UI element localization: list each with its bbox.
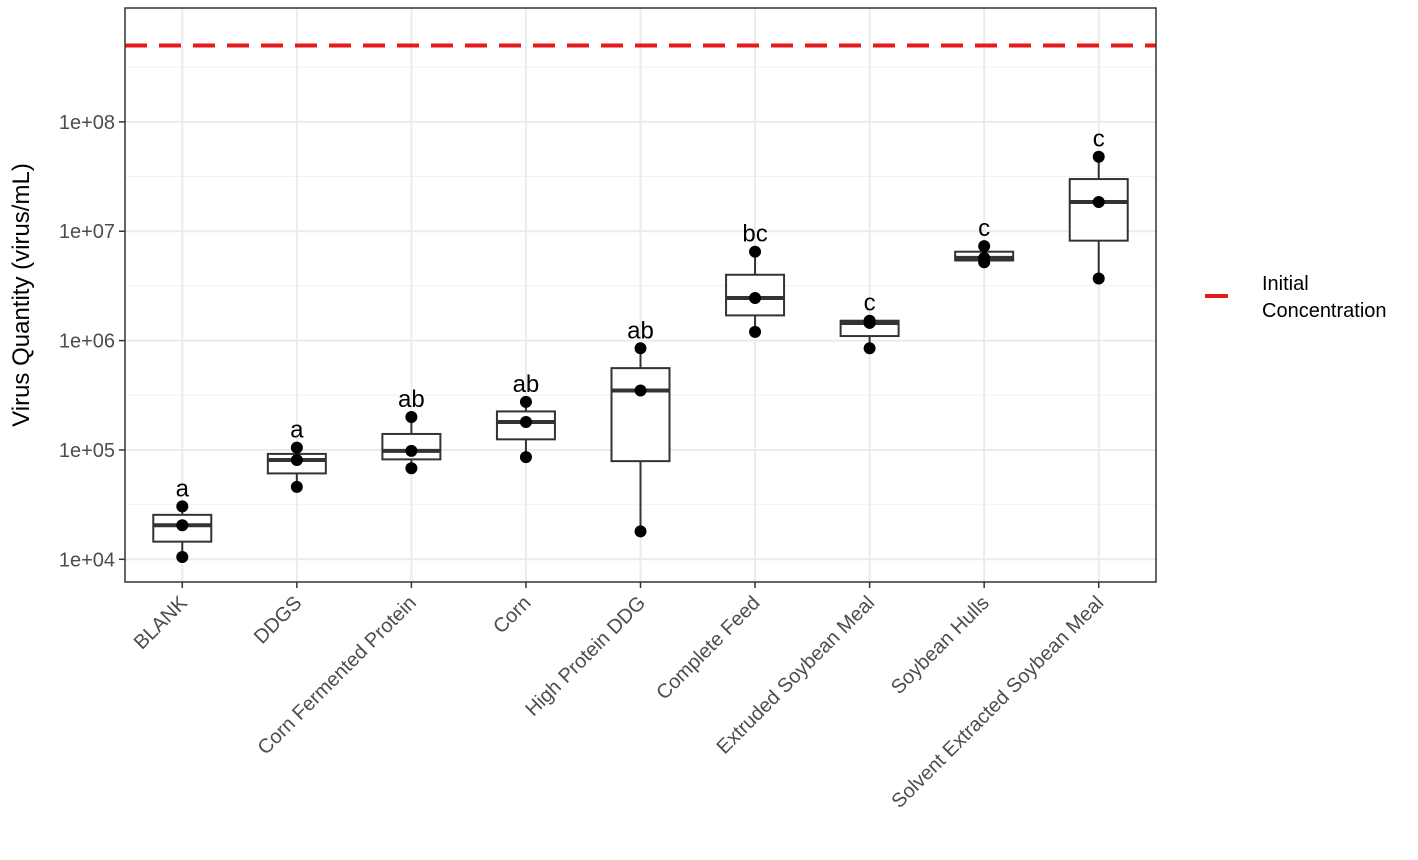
- y-axis-title: Virus Quantity (virus/mL): [8, 163, 35, 427]
- x-tick-label: Corn: [489, 592, 535, 638]
- data-point: [176, 500, 189, 513]
- data-point: [290, 453, 303, 466]
- significance-letter: a: [290, 417, 304, 444]
- significance-letter: ab: [398, 386, 425, 413]
- data-point: [405, 444, 418, 457]
- box-blank: a: [152, 475, 213, 563]
- significance-letter: c: [1093, 126, 1105, 153]
- box-soybean-hulls: c: [954, 215, 1015, 269]
- data-point: [863, 314, 876, 327]
- data-point: [634, 384, 647, 397]
- iqr-box: [1068, 178, 1129, 242]
- y-tick-label: 1e+07: [59, 221, 115, 243]
- legend-label-line-2: Concentration: [1262, 300, 1387, 322]
- box-corn-fermented-protein: ab: [381, 386, 442, 475]
- significance-letter: a: [176, 475, 190, 502]
- x-tick-label: DDGS: [250, 592, 306, 648]
- significance-letter: c: [978, 215, 990, 242]
- legend: Initial Concentration: [1205, 273, 1387, 322]
- x-tick-label: Soybean Hulls: [887, 592, 994, 699]
- box-high-protein-ddg: ab: [610, 317, 671, 538]
- y-tick-label: 1e+06: [59, 331, 115, 353]
- box-solvent-extracted-soybean-meal: c: [1068, 126, 1129, 285]
- data-point: [519, 451, 532, 464]
- x-tick-label: High Protein DDG: [521, 592, 650, 721]
- y-tick-label: 1e+05: [59, 440, 115, 462]
- data-point: [519, 395, 532, 408]
- data-point: [1092, 196, 1105, 209]
- y-tick-label: 1e+04: [59, 549, 115, 571]
- y-tick-label: 1e+08: [59, 112, 115, 134]
- data-point: [290, 480, 303, 493]
- data-point: [1092, 272, 1105, 285]
- x-tick-label: BLANK: [130, 592, 192, 654]
- box-extruded-soybean-meal: c: [839, 290, 900, 355]
- data-point: [290, 441, 303, 454]
- data-point: [978, 240, 991, 253]
- x-tick-label: Complete Feed: [652, 592, 764, 704]
- data-point: [749, 292, 762, 305]
- box-ddgs: a: [266, 417, 327, 493]
- significance-letter: bc: [742, 221, 767, 248]
- x-tick-label: Solvent Extracted Soybean Meal: [888, 592, 1109, 813]
- data-point: [749, 325, 762, 338]
- box-corn: ab: [495, 371, 556, 464]
- data-point: [863, 342, 876, 355]
- significance-letter: ab: [627, 317, 654, 344]
- box-complete-feed: bc: [725, 221, 786, 338]
- significance-letter: c: [864, 290, 876, 317]
- data-point: [176, 550, 189, 563]
- data-point: [405, 411, 418, 424]
- data-point: [749, 245, 762, 258]
- data-point: [1092, 150, 1105, 163]
- data-point: [634, 525, 647, 538]
- data-point: [978, 251, 991, 264]
- legend-label-line-1: Initial: [1262, 273, 1309, 295]
- y-axis: 1e+04 1e+05 1e+06 1e+07 1e+08: [59, 112, 125, 571]
- iqr-box: [610, 367, 671, 463]
- data-point: [519, 416, 532, 429]
- data-point: [176, 519, 189, 532]
- data-point: [634, 342, 647, 355]
- data-point: [405, 462, 418, 475]
- grid-lines: [125, 8, 1156, 582]
- significance-letter: ab: [513, 371, 540, 398]
- boxes-group: a a ab ab ab bc c c c: [152, 126, 1129, 563]
